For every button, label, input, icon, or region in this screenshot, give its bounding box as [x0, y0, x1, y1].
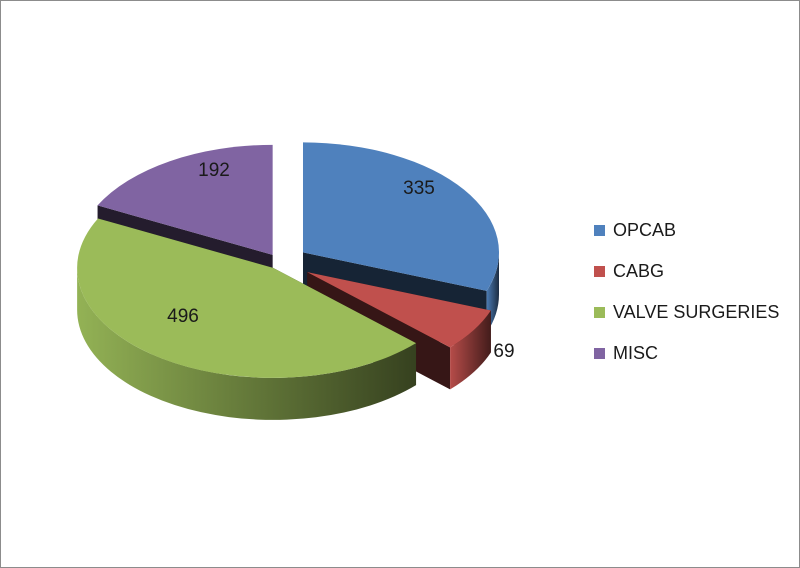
legend-item-misc: MISC — [594, 333, 779, 374]
legend-label: CABG — [613, 261, 665, 281]
pie-slices — [77, 142, 499, 420]
legend-swatch — [594, 348, 605, 359]
slice-top-face — [307, 272, 491, 348]
data-label-cabg: 69 — [493, 341, 514, 362]
legend-label: MISC — [613, 343, 658, 363]
data-labels: 335 69 496 192 — [167, 160, 514, 362]
legend-swatch — [594, 307, 605, 318]
data-label-misc: 192 — [198, 160, 230, 181]
slice-top-face — [97, 144, 273, 255]
pie-slice-valve-surgeries — [77, 218, 417, 420]
legend-item-opcab: OPCAB — [594, 210, 779, 251]
data-label-valve-surgeries: 496 — [167, 306, 199, 327]
slice-outer-wall — [450, 310, 491, 390]
slice-outer-wall — [77, 267, 417, 420]
legend-item-cabg: CABG — [594, 251, 779, 292]
legend-swatch — [594, 225, 605, 236]
legend-swatch — [594, 266, 605, 277]
legend: OPCAB CABG VALVE SURGERIES MISC — [594, 210, 779, 374]
legend-label: VALVE SURGERIES — [613, 302, 780, 322]
slice-top-face — [77, 218, 417, 378]
slice-top-face — [302, 142, 499, 291]
data-label-opcab: 335 — [403, 178, 435, 199]
legend-item-valve-surgeries: VALVE SURGERIES — [594, 292, 779, 333]
legend-label: OPCAB — [613, 220, 677, 240]
